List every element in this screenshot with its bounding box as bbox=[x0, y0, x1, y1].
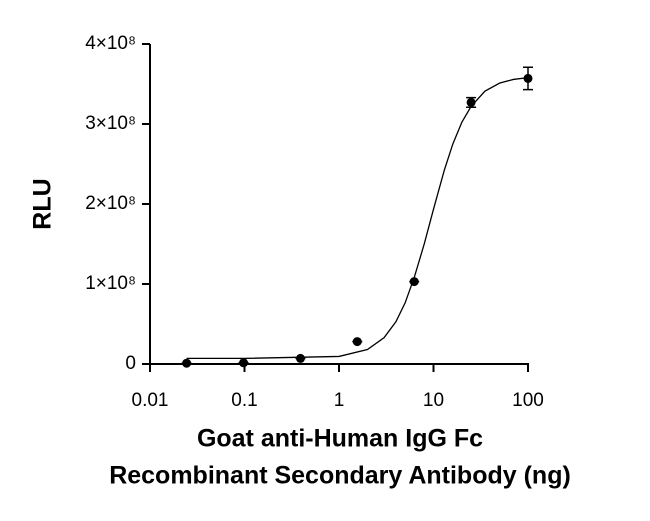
x-axis-title: Goat anti-Human IgG Fc bbox=[197, 425, 483, 453]
data-point bbox=[182, 358, 192, 368]
x-tick-label: 100 bbox=[512, 390, 544, 411]
x-axis-title: Recombinant Secondary Antibody (ng) bbox=[109, 462, 571, 490]
y-tick-label: 4×10⁸ bbox=[85, 33, 136, 54]
y-tick-label: 0 bbox=[125, 353, 136, 374]
y-axis-title: RLU bbox=[29, 178, 57, 229]
fit-curve bbox=[186, 76, 529, 360]
x-tick-label: 10 bbox=[423, 390, 444, 411]
data-point bbox=[409, 277, 419, 287]
x-tick-label: 0.01 bbox=[132, 390, 169, 411]
data-point bbox=[523, 73, 533, 83]
y-tick-label: 3×10⁸ bbox=[85, 113, 136, 134]
data-point bbox=[352, 337, 362, 347]
x-tick-label: 1 bbox=[334, 390, 345, 411]
x-tick-label: 0.1 bbox=[231, 390, 257, 411]
data-point bbox=[295, 353, 305, 363]
y-tick-label: 2×10⁸ bbox=[85, 193, 136, 214]
data-point bbox=[239, 358, 249, 368]
y-tick-label: 1×10⁸ bbox=[85, 273, 136, 294]
data-point bbox=[466, 97, 476, 107]
